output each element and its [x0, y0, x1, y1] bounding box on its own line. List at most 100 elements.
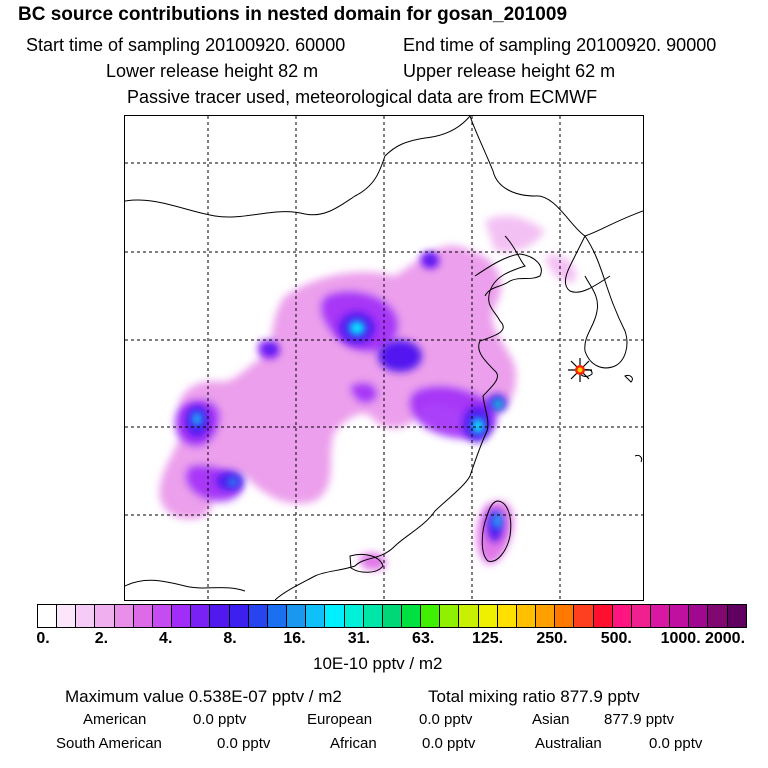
colorbar-cell	[95, 605, 115, 627]
upper-release-height: Upper release height 62 m	[403, 61, 616, 81]
units-label: 10E-10 pptv / m2	[313, 654, 443, 673]
japan-islands-1	[624, 375, 633, 383]
taiwan	[481, 500, 512, 562]
colorbar-cell	[133, 605, 153, 627]
colorbar-cell	[114, 605, 134, 627]
colorbar-cell	[593, 605, 613, 627]
tracer-note: Passive tracer used, meteorological data…	[127, 87, 598, 107]
african-label: African	[330, 735, 377, 752]
colorbar-cell	[152, 605, 173, 627]
colorbar-cell	[612, 605, 632, 627]
receptor-star-icon	[568, 358, 592, 382]
colorbar-cell	[306, 605, 326, 627]
colorbar-cell	[363, 605, 383, 627]
south-american-value: 0.0 pptv	[217, 735, 271, 752]
colorbar-cell	[536, 605, 556, 627]
colorbar-cell	[401, 605, 422, 627]
american-value: 0.0 pptv	[193, 711, 247, 728]
colorbar-cell	[421, 605, 441, 627]
max-value: Maximum value 0.538E-07 pptv / m2	[65, 687, 342, 706]
core-cyan-2	[192, 412, 202, 426]
plume-field	[159, 215, 576, 571]
core-blue-8	[423, 253, 437, 267]
colorbar-tick-label: 8.	[223, 630, 237, 647]
lower-release-height: Lower release height 82 m	[106, 61, 319, 81]
african-value: 0.0 pptv	[422, 735, 476, 752]
concentration-map	[124, 115, 644, 601]
asian-label: Asian	[532, 711, 570, 728]
colorbar-tick-label: 500.	[600, 630, 632, 647]
core-blue-2	[378, 340, 422, 372]
colorbar-cell	[287, 605, 307, 627]
colorbar-tick-label: 250.	[536, 630, 568, 647]
korea-peninsula	[584, 235, 628, 369]
colorbar-cell	[727, 605, 746, 627]
colorbar-cell	[210, 605, 230, 627]
bohai-coast	[474, 253, 542, 297]
colorbar-cell	[574, 605, 594, 627]
asian-value: 877.9 pptv	[604, 711, 675, 728]
start-time: Start time of sampling 20100920. 60000	[26, 35, 346, 55]
colorbar-tick-label: 16.	[283, 630, 306, 647]
european-label: European	[307, 711, 373, 728]
north-border	[125, 116, 471, 218]
plume-cyan-cores	[192, 321, 503, 529]
european-value: 0.0 pptv	[419, 711, 473, 728]
colorbar-tick-label: 2000.	[704, 630, 746, 647]
colorbar-cell	[555, 605, 575, 627]
south-border	[125, 579, 246, 592]
south-american-label: South American	[56, 735, 162, 752]
colorbar-cell	[344, 605, 364, 627]
colorbar-cell	[708, 605, 728, 627]
colorbar-cell	[57, 605, 77, 627]
colorbar-cell	[325, 605, 345, 627]
colorbar-cell	[459, 605, 479, 627]
australian-label: Australian	[535, 735, 602, 752]
colorbar-tick-label: 2.	[94, 630, 109, 647]
colorbar-cell	[440, 605, 460, 627]
plume-light-north	[485, 215, 545, 253]
china-coast	[274, 235, 526, 600]
colorbar-cell	[172, 605, 192, 627]
core-cyan-6	[493, 513, 501, 529]
plume-core-7	[350, 382, 378, 404]
colorbar-cell	[478, 605, 498, 627]
core-cyan-4	[493, 399, 503, 409]
colorbar-tick-label: 0.	[36, 630, 50, 647]
colorbar-cell	[670, 605, 690, 627]
colorbar-tick-label: 1000.	[660, 630, 701, 647]
colorbar-tick-label: 31.	[347, 630, 370, 647]
colorbar-cell	[76, 605, 96, 627]
american-label: American	[83, 711, 147, 728]
colorbar-cell	[38, 605, 58, 627]
colorbar-cell	[689, 605, 709, 627]
korea-border	[565, 235, 611, 293]
colorbar-cell	[191, 605, 211, 627]
chart-title: BC source contributions in nested domain…	[18, 4, 568, 25]
colorbar-cell	[382, 605, 402, 627]
northeast-border	[469, 116, 643, 237]
colorbar-cell	[248, 605, 268, 627]
colorbar-cell	[267, 605, 288, 627]
core-cyan-5	[227, 478, 239, 486]
hainan	[349, 553, 384, 573]
core-cyan-3	[472, 418, 484, 434]
japan-islands-2	[634, 455, 643, 463]
colorbar-tick-label: 4.	[159, 630, 173, 647]
colorbar-cell	[651, 605, 671, 627]
grid-lines	[125, 116, 643, 600]
total-mixing-ratio: Total mixing ratio 877.9 pptv	[428, 687, 640, 706]
colorbar-tick-label: 125.	[471, 630, 504, 647]
colorbar-cell	[497, 605, 517, 627]
end-time: End time of sampling 20100920. 90000	[403, 35, 717, 55]
colorbar-tick-label: 63.	[412, 630, 435, 647]
core-cyan-1	[349, 321, 365, 335]
colorbar-cell	[631, 605, 651, 627]
core-blue-9	[262, 343, 278, 355]
colorbar-cell	[516, 605, 537, 627]
colorbar-cell	[229, 605, 249, 627]
australian-value: 0.0 pptv	[649, 735, 703, 752]
colorbar	[37, 604, 747, 628]
plume-south	[359, 552, 386, 571]
map-svg	[125, 116, 643, 600]
